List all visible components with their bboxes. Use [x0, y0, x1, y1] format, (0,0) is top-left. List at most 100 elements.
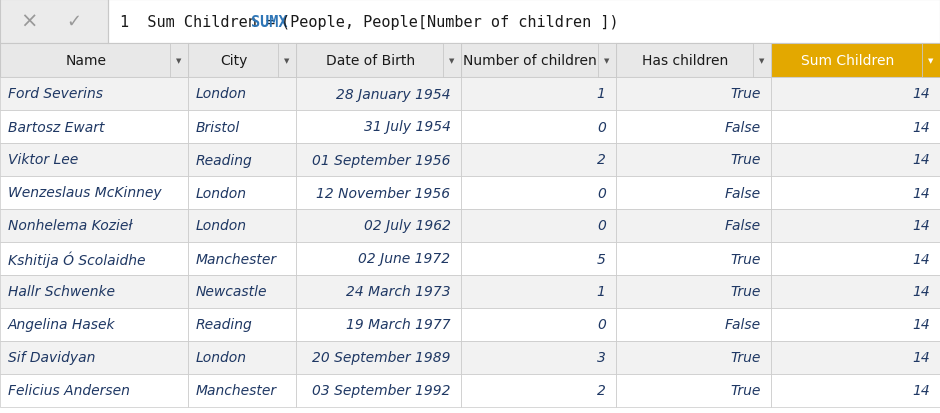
- Bar: [296, 209, 461, 242]
- Bar: [461, 374, 616, 407]
- Text: 0: 0: [597, 120, 605, 134]
- Bar: [461, 78, 616, 111]
- Text: ▼: ▼: [604, 58, 609, 64]
- Text: 5: 5: [597, 252, 605, 266]
- Text: Ford Severins: Ford Severins: [8, 87, 103, 101]
- Bar: [753, 44, 771, 78]
- Text: Manchester: Manchester: [196, 384, 277, 398]
- Text: False: False: [725, 318, 760, 332]
- Bar: [461, 275, 616, 308]
- Bar: [461, 44, 616, 78]
- Text: 02 June 1972: 02 June 1972: [358, 252, 450, 266]
- Text: True: True: [730, 285, 760, 299]
- Text: ▼: ▼: [285, 58, 290, 64]
- Text: False: False: [725, 120, 760, 134]
- Bar: [0, 78, 188, 111]
- Text: 14: 14: [912, 186, 930, 200]
- Text: Reading: Reading: [196, 153, 253, 167]
- Bar: [0, 111, 188, 144]
- Text: 3: 3: [597, 351, 605, 365]
- Bar: [188, 374, 296, 407]
- Bar: [296, 308, 461, 341]
- Text: Newcastle: Newcastle: [196, 285, 268, 299]
- Text: Sif Davidyan: Sif Davidyan: [8, 351, 95, 365]
- Text: True: True: [730, 351, 760, 365]
- Text: ×: ×: [21, 12, 38, 32]
- Text: 14: 14: [912, 87, 930, 101]
- Bar: [771, 78, 940, 111]
- Text: 19 March 1977: 19 March 1977: [346, 318, 450, 332]
- Bar: [616, 374, 771, 407]
- Text: 01 September 1956: 01 September 1956: [312, 153, 450, 167]
- Bar: [616, 177, 771, 209]
- Bar: [616, 341, 771, 374]
- Bar: [616, 275, 771, 308]
- Bar: [616, 242, 771, 275]
- Text: 1: 1: [597, 87, 605, 101]
- Bar: [443, 44, 461, 78]
- Text: 1  Sum Children =: 1 Sum Children =: [120, 14, 284, 29]
- Text: ✓: ✓: [66, 13, 81, 31]
- Bar: [188, 209, 296, 242]
- Bar: [188, 275, 296, 308]
- Bar: [278, 44, 296, 78]
- Bar: [296, 78, 461, 111]
- Bar: [771, 177, 940, 209]
- Bar: [461, 341, 616, 374]
- Text: Wenzeslaus McKinney: Wenzeslaus McKinney: [8, 186, 162, 200]
- Bar: [188, 308, 296, 341]
- Bar: [771, 242, 940, 275]
- Text: Sum Children: Sum Children: [801, 54, 894, 68]
- Bar: [0, 341, 188, 374]
- Bar: [0, 209, 188, 242]
- Text: True: True: [730, 153, 760, 167]
- Bar: [188, 44, 296, 78]
- Bar: [296, 374, 461, 407]
- Text: ▼: ▼: [177, 58, 181, 64]
- Text: Felicius Andersen: Felicius Andersen: [8, 384, 130, 398]
- Text: 14: 14: [912, 384, 930, 398]
- Bar: [188, 144, 296, 177]
- Bar: [616, 111, 771, 144]
- Bar: [296, 111, 461, 144]
- Text: Angelina Hasek: Angelina Hasek: [8, 318, 116, 332]
- Text: 31 July 1954: 31 July 1954: [364, 120, 450, 134]
- Text: Nonhelema Kozieł: Nonhelema Kozieł: [8, 219, 133, 233]
- Bar: [771, 308, 940, 341]
- Bar: [188, 78, 296, 111]
- Bar: [616, 308, 771, 341]
- Text: 03 September 1992: 03 September 1992: [312, 384, 450, 398]
- Bar: [616, 144, 771, 177]
- Text: Date of Birth: Date of Birth: [326, 54, 415, 68]
- Bar: [188, 341, 296, 374]
- Text: London: London: [196, 219, 247, 233]
- Bar: [296, 275, 461, 308]
- Text: False: False: [725, 186, 760, 200]
- Text: 14: 14: [912, 318, 930, 332]
- Text: 2: 2: [597, 384, 605, 398]
- Bar: [0, 275, 188, 308]
- Bar: [771, 341, 940, 374]
- Bar: [296, 44, 461, 78]
- Text: True: True: [730, 252, 760, 266]
- Text: Manchester: Manchester: [196, 252, 277, 266]
- Text: 28 January 1954: 28 January 1954: [336, 87, 450, 101]
- Text: Hallr Schwenke: Hallr Schwenke: [8, 285, 115, 299]
- Text: 14: 14: [912, 285, 930, 299]
- Text: Bartosz Ewart: Bartosz Ewart: [8, 120, 104, 134]
- Text: True: True: [730, 384, 760, 398]
- Text: Bristol: Bristol: [196, 120, 241, 134]
- Text: 0: 0: [597, 186, 605, 200]
- Bar: [0, 177, 188, 209]
- Text: 2: 2: [597, 153, 605, 167]
- Text: ▼: ▼: [760, 58, 764, 64]
- Text: 0: 0: [597, 219, 605, 233]
- Bar: [616, 78, 771, 111]
- Bar: [771, 209, 940, 242]
- Bar: [296, 177, 461, 209]
- Bar: [170, 44, 188, 78]
- Text: 1: 1: [597, 285, 605, 299]
- Bar: [0, 308, 188, 341]
- Bar: [461, 144, 616, 177]
- Bar: [598, 44, 616, 78]
